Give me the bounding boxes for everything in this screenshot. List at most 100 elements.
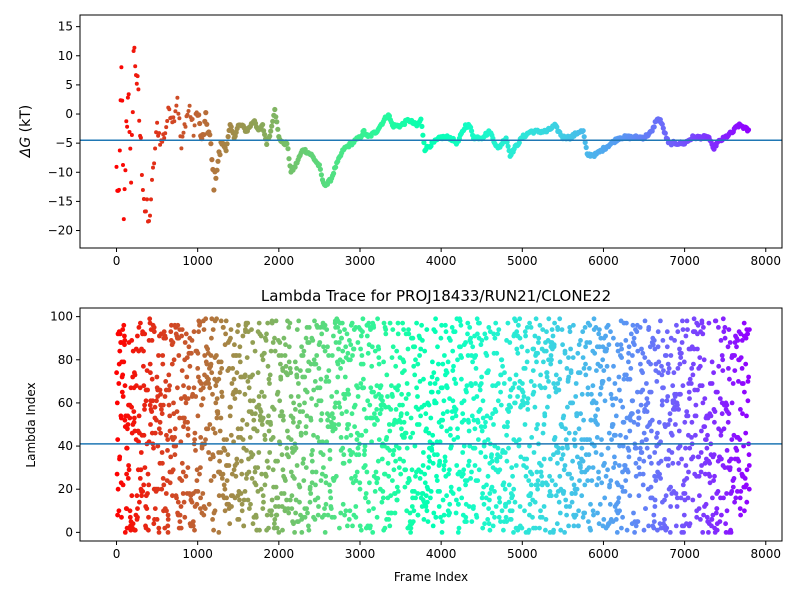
lambda-point [306, 340, 312, 345]
lambda-point [131, 419, 137, 425]
delta-g-x-tick-label: 2000 [264, 254, 295, 268]
lambda-point [606, 342, 612, 348]
lambda-point [120, 372, 126, 378]
lambda-point [359, 432, 365, 438]
lambda-point [228, 432, 234, 438]
lambda-point [429, 448, 435, 453]
lambda-point [192, 527, 197, 533]
lambda-point [383, 331, 389, 337]
lambda-point [376, 355, 382, 360]
lambda-point [726, 411, 732, 417]
lambda-point [419, 322, 424, 328]
lambda-point [656, 359, 662, 365]
lambda-point [673, 491, 679, 496]
lambda-point [166, 387, 172, 393]
lambda-point [260, 493, 266, 499]
lambda-point [489, 484, 495, 490]
lambda-point [599, 437, 604, 442]
lambda-point [342, 327, 347, 332]
lambda-point [624, 320, 629, 326]
lambda-point [644, 445, 650, 451]
lambda-point [177, 512, 183, 518]
lambda-point [313, 482, 318, 488]
lambda-point [657, 471, 662, 477]
lambda-point [622, 489, 628, 494]
lambda-point [510, 385, 516, 391]
lambda-point [273, 484, 279, 490]
lambda-point [271, 407, 277, 412]
lambda-point [473, 381, 478, 386]
lambda-point [325, 417, 330, 423]
lambda-point [344, 331, 350, 337]
lambda-point [436, 504, 442, 509]
lambda-point [400, 320, 405, 326]
delta-g-point [272, 106, 278, 113]
lambda-point [686, 389, 692, 395]
lambda-point [593, 400, 599, 406]
lambda-point [667, 417, 673, 423]
lambda-point [447, 510, 452, 516]
lambda-point [708, 413, 714, 419]
lambda-point [272, 521, 277, 527]
lambda-point [446, 471, 451, 477]
lambda-point [747, 327, 752, 332]
lambda-point [512, 381, 518, 386]
lambda-point [499, 508, 505, 514]
lambda-point [124, 525, 130, 531]
delta-g-point [418, 116, 424, 122]
lambda-point [422, 480, 428, 486]
lambda-point [285, 428, 290, 434]
lambda-point [562, 530, 567, 535]
lambda-point [332, 514, 337, 520]
lambda-point [473, 366, 479, 371]
lambda-point [363, 495, 368, 501]
lambda-point [323, 473, 329, 479]
lambda-point [480, 491, 485, 496]
lambda-point [557, 473, 563, 479]
lambda-point [164, 508, 169, 514]
lambda-point [281, 335, 287, 341]
lambda-point [226, 463, 232, 468]
lambda-point [522, 422, 528, 427]
lambda-point [291, 521, 296, 527]
lambda-point [471, 417, 477, 423]
lambda-point [185, 426, 191, 432]
lambda-point [293, 497, 299, 503]
lambda-point [358, 527, 364, 533]
lambda-point [436, 361, 441, 367]
lambda-point [580, 458, 586, 464]
lambda-point [364, 333, 370, 339]
lambda-point [347, 338, 352, 343]
lambda-point [160, 361, 166, 367]
lambda-point [299, 530, 305, 535]
lambda-point [558, 527, 564, 533]
lambda-point [586, 452, 592, 458]
lambda-point [663, 493, 669, 499]
lambda-point [633, 473, 639, 479]
lambda-x-tick-label: 3000 [345, 547, 376, 561]
lambda-point [506, 499, 512, 505]
delta-g-point [402, 121, 408, 127]
lambda-point [301, 456, 306, 462]
lambda-point [241, 497, 247, 503]
delta-g-point [135, 74, 140, 79]
lambda-point [231, 467, 237, 473]
lambda-point [131, 409, 137, 414]
lambda-point [200, 491, 206, 496]
lambda-point [281, 417, 286, 423]
lambda-point [471, 504, 476, 509]
lambda-point [456, 486, 462, 492]
lambda-point [509, 465, 515, 470]
lambda-point [526, 527, 532, 533]
lambda-point [587, 322, 593, 328]
lambda-point [465, 320, 471, 326]
lambda-point [497, 454, 503, 460]
lambda-point [525, 396, 531, 401]
lambda-point [266, 428, 272, 434]
lambda-point [350, 523, 355, 529]
lambda-point [391, 448, 397, 453]
lambda-point [736, 458, 742, 464]
delta-g-point [158, 142, 163, 147]
lambda-point [179, 368, 185, 373]
delta-g-point [469, 128, 475, 134]
